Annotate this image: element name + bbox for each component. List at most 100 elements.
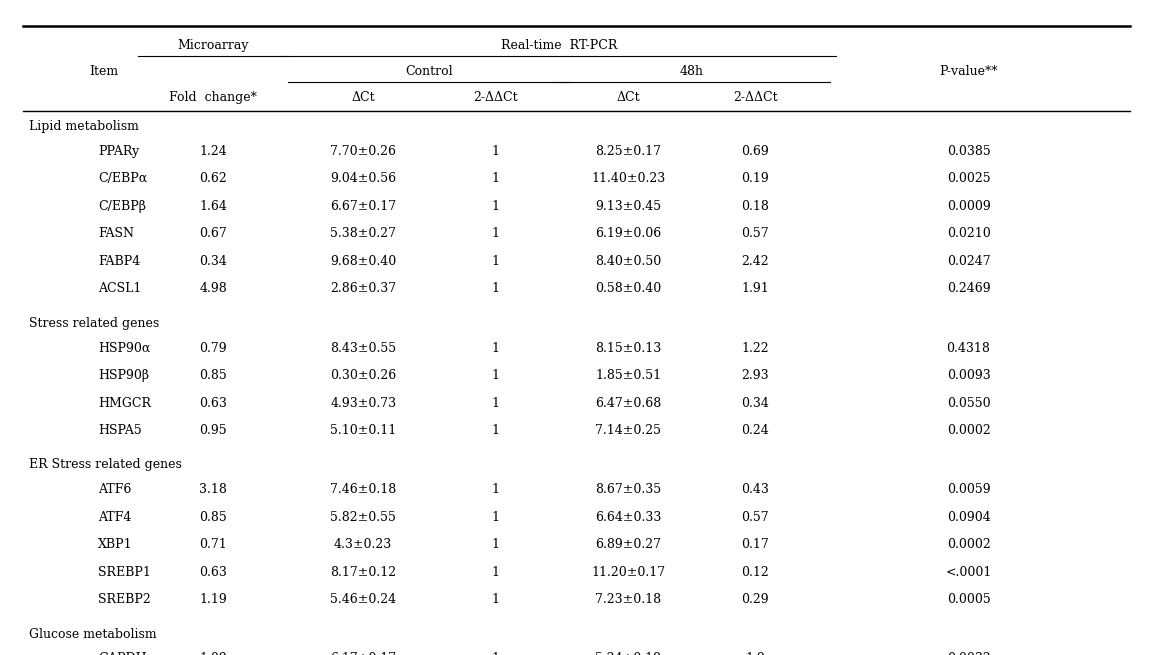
Text: PPARy: PPARy xyxy=(98,145,140,158)
Text: SREBP1: SREBP1 xyxy=(98,566,151,579)
Text: 4.98: 4.98 xyxy=(199,282,227,295)
Text: HSP90β: HSP90β xyxy=(98,369,149,382)
Text: 5.24±0.19: 5.24±0.19 xyxy=(595,652,662,655)
Text: C/EBPα: C/EBPα xyxy=(98,172,148,185)
Text: 0.85: 0.85 xyxy=(199,369,227,382)
Text: 0.0093: 0.0093 xyxy=(947,369,990,382)
Text: 1.91: 1.91 xyxy=(741,282,769,295)
Text: 1: 1 xyxy=(492,255,499,268)
Text: 2.86±0.37: 2.86±0.37 xyxy=(330,282,397,295)
Text: 0.18: 0.18 xyxy=(741,200,769,213)
Text: 9.04±0.56: 9.04±0.56 xyxy=(330,172,397,185)
Text: 48h: 48h xyxy=(680,65,703,78)
Text: 7.14±0.25: 7.14±0.25 xyxy=(595,424,662,437)
Text: 8.43±0.55: 8.43±0.55 xyxy=(330,341,397,354)
Text: 0.24: 0.24 xyxy=(741,424,769,437)
Text: HMGCR: HMGCR xyxy=(98,396,151,409)
Text: 1: 1 xyxy=(492,538,499,552)
Text: GAPDH: GAPDH xyxy=(98,652,146,655)
Text: 0.0210: 0.0210 xyxy=(947,227,990,240)
Text: ΔCt: ΔCt xyxy=(617,91,640,104)
Text: 0.2469: 0.2469 xyxy=(947,282,990,295)
Text: 11.40±0.23: 11.40±0.23 xyxy=(591,172,665,185)
Text: SREBP2: SREBP2 xyxy=(98,593,151,607)
Text: 0.12: 0.12 xyxy=(741,566,769,579)
Text: Glucose metabolism: Glucose metabolism xyxy=(29,627,157,641)
Text: 0.0247: 0.0247 xyxy=(947,255,990,268)
Text: ATF4: ATF4 xyxy=(98,511,131,524)
Text: 1.09: 1.09 xyxy=(199,652,227,655)
Text: 1: 1 xyxy=(492,483,499,496)
Text: 0.0009: 0.0009 xyxy=(947,200,990,213)
Text: 9.13±0.45: 9.13±0.45 xyxy=(595,200,662,213)
Text: 1: 1 xyxy=(492,282,499,295)
Text: Control: Control xyxy=(406,65,453,78)
Text: 1: 1 xyxy=(492,511,499,524)
Text: 8.15±0.13: 8.15±0.13 xyxy=(595,341,662,354)
Text: 0.29: 0.29 xyxy=(741,593,769,607)
Text: Item: Item xyxy=(89,65,119,78)
Text: C/EBPβ: C/EBPβ xyxy=(98,200,146,213)
Text: HSPA5: HSPA5 xyxy=(98,424,142,437)
Text: 0.67: 0.67 xyxy=(199,227,227,240)
Text: 1.19: 1.19 xyxy=(199,593,227,607)
Text: 0.43: 0.43 xyxy=(741,483,769,496)
Text: 0.0025: 0.0025 xyxy=(947,172,990,185)
Text: 0.0002: 0.0002 xyxy=(947,424,990,437)
Text: 8.17±0.12: 8.17±0.12 xyxy=(330,566,397,579)
Text: 4.3±0.23: 4.3±0.23 xyxy=(334,538,392,552)
Text: Real-time  RT-PCR: Real-time RT-PCR xyxy=(502,39,617,52)
Text: 1: 1 xyxy=(492,566,499,579)
Text: 2.93: 2.93 xyxy=(741,369,769,382)
Text: 0.63: 0.63 xyxy=(199,396,227,409)
Text: 0.85: 0.85 xyxy=(199,511,227,524)
Text: Microarray: Microarray xyxy=(178,39,249,52)
Text: 5.82±0.55: 5.82±0.55 xyxy=(330,511,397,524)
Text: 1: 1 xyxy=(492,145,499,158)
Text: 8.67±0.35: 8.67±0.35 xyxy=(595,483,662,496)
Text: 1: 1 xyxy=(492,227,499,240)
Text: 8.40±0.50: 8.40±0.50 xyxy=(595,255,662,268)
Text: 1.22: 1.22 xyxy=(741,341,769,354)
Text: 1: 1 xyxy=(492,593,499,607)
Text: 2-ΔΔCt: 2-ΔΔCt xyxy=(474,91,518,104)
Text: 1: 1 xyxy=(492,652,499,655)
Text: HSP90α: HSP90α xyxy=(98,341,150,354)
Text: 0.0904: 0.0904 xyxy=(947,511,990,524)
Text: 0.19: 0.19 xyxy=(741,172,769,185)
Text: 1: 1 xyxy=(492,369,499,382)
Text: 6.89±0.27: 6.89±0.27 xyxy=(595,538,662,552)
Text: 0.34: 0.34 xyxy=(199,255,227,268)
Text: 1: 1 xyxy=(492,200,499,213)
Text: FASN: FASN xyxy=(98,227,134,240)
Text: 0.30±0.26: 0.30±0.26 xyxy=(330,369,397,382)
Text: 5.46±0.24: 5.46±0.24 xyxy=(330,593,397,607)
Text: P-value**: P-value** xyxy=(940,65,997,78)
Text: ATF6: ATF6 xyxy=(98,483,131,496)
Text: 6.17±0.17: 6.17±0.17 xyxy=(330,652,397,655)
Text: 0.17: 0.17 xyxy=(741,538,769,552)
Text: 0.34: 0.34 xyxy=(741,396,769,409)
Text: 0.0005: 0.0005 xyxy=(947,593,990,607)
Text: 6.19±0.06: 6.19±0.06 xyxy=(595,227,662,240)
Text: 1: 1 xyxy=(492,424,499,437)
Text: 0.4318: 0.4318 xyxy=(947,341,990,354)
Text: 1.9: 1.9 xyxy=(745,652,766,655)
Text: ER Stress related genes: ER Stress related genes xyxy=(29,458,182,472)
Text: 0.0059: 0.0059 xyxy=(947,483,990,496)
Text: 0.0385: 0.0385 xyxy=(947,145,990,158)
Text: 6.67±0.17: 6.67±0.17 xyxy=(330,200,397,213)
Text: 9.68±0.40: 9.68±0.40 xyxy=(330,255,397,268)
Text: 5.38±0.27: 5.38±0.27 xyxy=(330,227,397,240)
Text: 0.71: 0.71 xyxy=(199,538,227,552)
Text: Lipid metabolism: Lipid metabolism xyxy=(29,120,138,133)
Text: 0.0032: 0.0032 xyxy=(947,652,990,655)
Text: FABP4: FABP4 xyxy=(98,255,141,268)
Text: <.0001: <.0001 xyxy=(945,566,992,579)
Text: 6.47±0.68: 6.47±0.68 xyxy=(595,396,662,409)
Text: 1.24: 1.24 xyxy=(199,145,227,158)
Text: 11.20±0.17: 11.20±0.17 xyxy=(591,566,665,579)
Text: 0.0550: 0.0550 xyxy=(947,396,990,409)
Text: 1: 1 xyxy=(492,396,499,409)
Text: Stress related genes: Stress related genes xyxy=(29,317,159,330)
